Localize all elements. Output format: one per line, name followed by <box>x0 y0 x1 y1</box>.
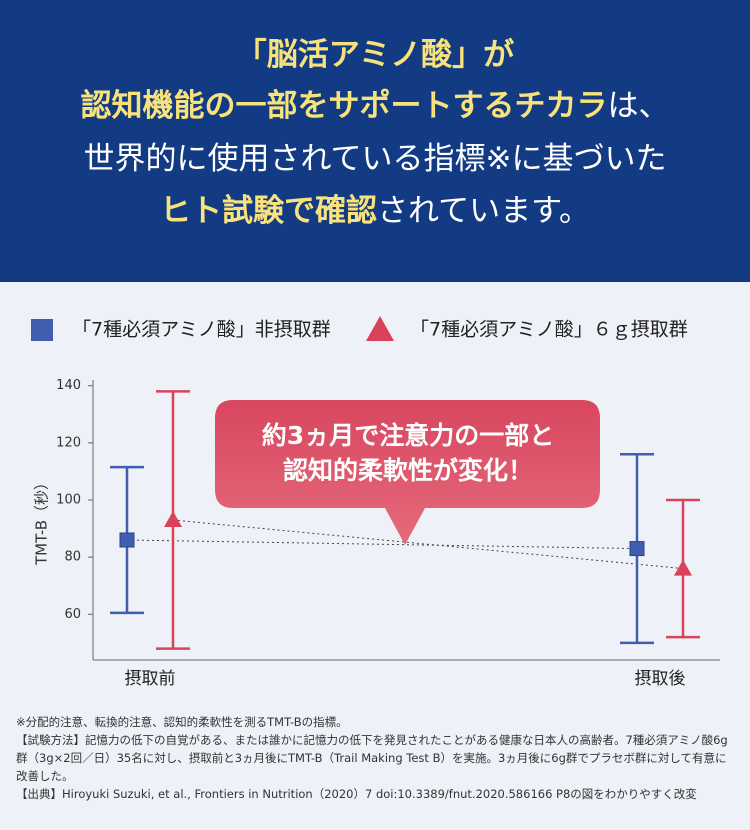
trend-line <box>126 539 638 550</box>
trend-line <box>172 519 684 570</box>
headline-text: 認知機能の一部をサポートするチカラ <box>80 88 608 124</box>
marker <box>629 541 645 557</box>
headline-text: ヒト試験で確認 <box>160 193 377 229</box>
footnote: ※分配的注意、転換的注意、認知的柔軟性を測るTMT-Bの指標。 <box>16 715 348 729</box>
y-tick-label: 140 <box>56 378 81 393</box>
y-tick-label: 120 <box>56 435 81 450</box>
x-tick-label: 摂取前 <box>125 669 176 689</box>
header: 「脳活アミノ酸」が認知機能の一部をサポートするチカラは、世界的に使用されている指… <box>0 0 750 282</box>
marker <box>674 559 692 576</box>
callout <box>215 400 600 545</box>
legend-marker <box>31 319 53 341</box>
callout-text: 約3ヵ月で注意力の一部と <box>262 421 554 450</box>
footnote: 【試験方法】記憶力の低下の自覚がある、または誰かに記憶力の低下を発見されたことが… <box>16 733 728 783</box>
headline: ヒト試験で確認されています。 <box>0 191 750 231</box>
headline: 世界的に使用されている指標※に基づいた <box>0 139 750 179</box>
x-tick-label: 摂取後 <box>635 669 686 689</box>
headline-text: 「脳活アミノ酸」が <box>235 37 515 73</box>
headline: 「脳活アミノ酸」が <box>0 35 750 75</box>
legend-label: 「7種必須アミノ酸」非摂取群 <box>72 319 331 341</box>
y-tick-label: 100 <box>56 493 81 508</box>
headline-text: されています。 <box>377 193 590 229</box>
headline-text: 世界的に使用されている指標※に基づいた <box>83 141 667 177</box>
legend-marker <box>366 316 394 341</box>
legend-label: 「7種必須アミノ酸」６ｇ摂取群 <box>410 319 688 341</box>
y-axis-label: TMT-B（秒） <box>33 475 51 566</box>
headline-text: は、 <box>607 88 670 124</box>
footnote: 【出典】Hiroyuki Suzuki, et al., Frontiers i… <box>16 787 697 801</box>
marker <box>164 511 182 527</box>
headline: 認知機能の一部をサポートするチカラは、 <box>0 86 750 126</box>
footnotes: ※分配的注意、転換的注意、認知的柔軟性を測るTMT-Bの指標。【試験方法】記憶力… <box>16 713 736 803</box>
y-tick-label: 60 <box>64 607 81 622</box>
marker <box>119 532 135 548</box>
y-tick-label: 80 <box>64 550 81 565</box>
callout-text: 認知的柔軟性が変化！ <box>283 456 533 485</box>
